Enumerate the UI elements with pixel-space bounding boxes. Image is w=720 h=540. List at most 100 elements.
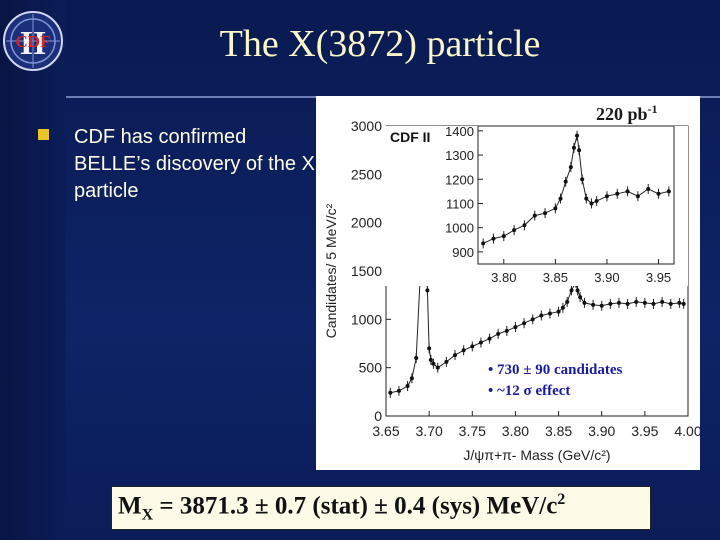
main-data-point xyxy=(634,299,639,304)
main-y-tick-label: 1000 xyxy=(351,311,382,327)
result-exponent: 2 xyxy=(557,491,566,508)
inset-x-tick-label: 3.80 xyxy=(491,270,516,285)
inset-y-tick-label: 900 xyxy=(452,245,474,260)
main-data-point xyxy=(681,301,686,306)
cdf-logo: II CDF xyxy=(3,11,63,71)
main-x-tick-label: 3.75 xyxy=(459,423,486,439)
main-data-point xyxy=(461,348,466,353)
main-y-tick-label: 500 xyxy=(359,360,383,376)
main-y-tick-label: 3000 xyxy=(351,118,382,134)
inset-data-point xyxy=(666,189,671,194)
inset-data-point xyxy=(575,133,580,138)
main-data-point xyxy=(427,346,432,351)
luminosity-label: 220 pb-1 xyxy=(596,102,658,125)
main-data-point xyxy=(470,344,475,349)
inset-data-point xyxy=(532,213,537,218)
main-data-point xyxy=(560,305,565,310)
main-x-tick-label: 3.90 xyxy=(588,423,615,439)
inset-y-tick-label: 1400 xyxy=(445,124,474,139)
main-data-point xyxy=(642,300,647,305)
main-x-tick-label: 3.70 xyxy=(416,423,443,439)
main-data-point xyxy=(578,295,583,300)
inset-data-point xyxy=(501,234,506,239)
inset-data-point xyxy=(584,196,589,201)
luminosity-unit: pb xyxy=(627,104,648,124)
result-subscript: X xyxy=(141,506,154,524)
inset-data-point xyxy=(646,186,651,191)
main-data-points xyxy=(388,159,686,398)
inset-data-point xyxy=(558,196,563,201)
left-strip xyxy=(0,0,66,540)
main-data-point xyxy=(504,328,509,333)
main-axes: 3.65 3.70 3.75 3.80 3.85 3.90 3.95 4.00 0 500 1000… xyxy=(323,118,700,463)
inset-data-point xyxy=(580,177,585,182)
main-data-point xyxy=(522,321,527,326)
inset-y-tick-label: 1300 xyxy=(445,148,474,163)
inset-data-point xyxy=(491,236,496,241)
main-data-point xyxy=(428,357,433,362)
main-x-tick-label: 3.85 xyxy=(545,423,572,439)
main-x-tick-label: 3.80 xyxy=(502,423,529,439)
main-y-tick-label: 2500 xyxy=(351,166,382,182)
inset-data-point xyxy=(656,191,661,196)
slide-title: The X(3872) particle xyxy=(219,23,541,65)
main-data-point xyxy=(565,299,570,304)
main-y-tick-label: 2000 xyxy=(351,215,382,231)
inset-data-point xyxy=(604,194,609,199)
inset-data-point xyxy=(615,191,620,196)
main-data-point xyxy=(608,301,613,306)
inset-data-point xyxy=(594,199,599,204)
main-data-point xyxy=(616,300,621,305)
main-data-point xyxy=(431,361,436,366)
result-prefix: M xyxy=(118,492,142,520)
main-data-point xyxy=(599,303,604,308)
main-y-tick-label: 0 xyxy=(374,408,382,424)
inset-background xyxy=(384,126,688,286)
inset-data-point xyxy=(512,228,517,233)
inset-y-tick-label: 1200 xyxy=(445,172,474,187)
inset-x-tick-label: 3.95 xyxy=(646,270,671,285)
inset-y-tick-label: 1000 xyxy=(445,221,474,236)
significance-note: • ~12 σ effect xyxy=(488,383,571,399)
main-data-point xyxy=(556,309,561,314)
inset-x-tick-label: 3.90 xyxy=(594,270,619,285)
luminosity-exponent: -1 xyxy=(647,102,658,116)
bullet-square-icon xyxy=(38,129,49,140)
main-data-point xyxy=(539,313,544,318)
y-axis-label: Candidates/ 5 MeV/c² xyxy=(323,203,339,338)
inset-data-point xyxy=(553,206,558,211)
main-data-point xyxy=(388,390,393,395)
main-data-point xyxy=(487,336,492,341)
main-data-point xyxy=(444,359,449,364)
main-data-point xyxy=(435,365,440,370)
main-data-point xyxy=(651,301,656,306)
main-data-point xyxy=(660,299,665,304)
main-x-tick-label: 4.00 xyxy=(674,423,700,439)
main-data-point xyxy=(414,356,419,360)
mass-result-box: MX = 3871.3 ± 0.7 (stat) ± 0.4 (sys) MeV… xyxy=(111,486,651,530)
main-data-point xyxy=(409,376,414,381)
main-x-tick-label: 3.65 xyxy=(372,423,399,439)
main-data-point xyxy=(478,340,483,345)
main-data-point xyxy=(591,302,596,307)
main-data-point xyxy=(530,317,535,322)
luminosity-value: 220 xyxy=(596,104,623,124)
inset-data-point xyxy=(571,145,576,150)
main-data-point xyxy=(582,300,587,305)
main-data-point xyxy=(513,325,518,330)
main-y-tick-label: 1500 xyxy=(351,263,382,279)
bullet-text: CDF has confirmed BELLE’s discovery of t… xyxy=(74,126,315,202)
mass-result: MX = 3871.3 ± 0.7 (stat) ± 0.4 (sys) MeV… xyxy=(118,491,565,524)
main-data-point xyxy=(677,300,682,305)
logo-text: CDF xyxy=(16,32,51,51)
inset-data-point xyxy=(563,179,568,184)
main-data-point xyxy=(625,301,630,306)
inset-data-point xyxy=(577,148,582,153)
inset-data-point xyxy=(568,165,573,170)
inset-x-tick-label: 3.85 xyxy=(543,270,568,285)
inset-data-points xyxy=(481,130,671,249)
main-data-point xyxy=(425,288,430,293)
main-data-point xyxy=(668,301,673,306)
main-data-point xyxy=(496,331,501,336)
candidates-note: • 730 ± 90 candidates xyxy=(488,362,623,378)
